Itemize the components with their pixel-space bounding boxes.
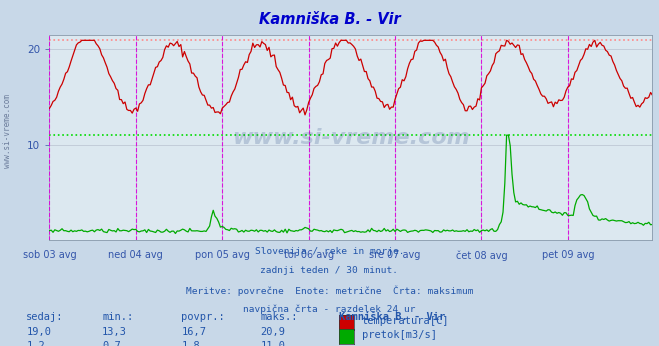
- Text: pretok[m3/s]: pretok[m3/s]: [362, 330, 437, 339]
- Text: 13,3: 13,3: [102, 327, 127, 337]
- Text: min.:: min.:: [102, 312, 133, 322]
- Text: navpična črta - razdelek 24 ur: navpična črta - razdelek 24 ur: [243, 304, 416, 314]
- Text: 1,8: 1,8: [181, 341, 200, 346]
- Text: 11,0: 11,0: [260, 341, 285, 346]
- Text: www.si-vreme.com: www.si-vreme.com: [3, 94, 13, 169]
- Text: 20,9: 20,9: [260, 327, 285, 337]
- Text: povpr.:: povpr.:: [181, 312, 225, 322]
- Text: Meritve: povrečne  Enote: metrične  Črta: maksimum: Meritve: povrečne Enote: metrične Črta: …: [186, 285, 473, 296]
- Text: 0,7: 0,7: [102, 341, 121, 346]
- Text: maks.:: maks.:: [260, 312, 298, 322]
- Text: zadnji teden / 30 minut.: zadnji teden / 30 minut.: [260, 266, 399, 275]
- Text: 19,0: 19,0: [26, 327, 51, 337]
- Text: 1,2: 1,2: [26, 341, 45, 346]
- Text: 16,7: 16,7: [181, 327, 206, 337]
- Text: Kamniška B. - Vir: Kamniška B. - Vir: [339, 312, 445, 322]
- Text: temperatura[C]: temperatura[C]: [362, 316, 449, 326]
- Text: sedaj:: sedaj:: [26, 312, 64, 322]
- Text: Kamniška B. - Vir: Kamniška B. - Vir: [258, 12, 401, 27]
- Text: www.si-vreme.com: www.si-vreme.com: [232, 128, 470, 147]
- Text: Slovenija / reke in morje.: Slovenija / reke in morje.: [255, 247, 404, 256]
